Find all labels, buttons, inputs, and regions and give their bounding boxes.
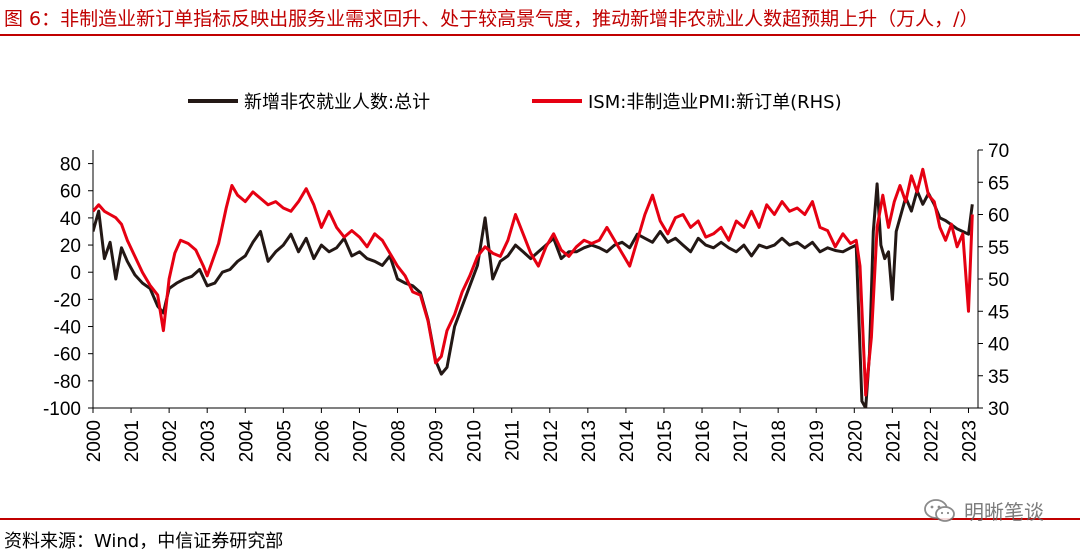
x-tick-label: 2020 (845, 420, 866, 462)
x-tick-label: 2006 (312, 420, 333, 462)
watermark: 明晰笔谈 (924, 496, 1044, 525)
x-tick-label: 2010 (465, 420, 486, 462)
x-tick-label: 2021 (883, 420, 904, 462)
legend: 新增非农就业人数:总计 ISM:非制造业PMI:新订单(RHS) (188, 92, 842, 113)
y-right-tick-label: 30 (988, 399, 1009, 420)
chart: 新增非农就业人数:总计 ISM:非制造业PMI:新订单(RHS) -100 -80… (43, 92, 1009, 462)
y-right-tick-label: 65 (988, 173, 1009, 194)
x-tick-label: 2019 (807, 420, 828, 462)
source-note: 资料来源：Wind，中信证券研究部 (4, 531, 284, 552)
x-tick-label: 2018 (769, 420, 790, 462)
x-tick-label: 2023 (959, 420, 980, 462)
legend-label-primary: 新增非农就业人数:总计 (244, 92, 430, 113)
y-left-tick-label: 40 (60, 209, 81, 230)
x-tick-label: 2009 (427, 420, 448, 462)
x-tick-label: 2014 (617, 420, 638, 463)
x-tick-label: 2011 (503, 420, 524, 461)
y-left-tick-label: -60 (54, 345, 81, 366)
x-tick-label: 2015 (655, 420, 676, 462)
y-right-tick-label: 45 (988, 302, 1009, 323)
y-left-tick-label: -40 (54, 318, 81, 339)
x-tick-label: 2002 (160, 420, 181, 462)
y-left-tick-label: -80 (54, 372, 81, 393)
x-tick-label: 2004 (236, 420, 257, 463)
y-right-tick-label: 55 (988, 238, 1009, 259)
y-left-tick-label: 80 (60, 155, 81, 176)
plot-area: -100 -80 -60 -40 -20 0 20 40 60 80 30 35 40 45 50 55 60 6… (43, 141, 1009, 462)
bottom-rule (0, 518, 1080, 520)
y-left-tick-label: 60 (60, 182, 81, 203)
y-left-tick-label: 20 (60, 236, 81, 257)
y-right-tick-label: 60 (988, 206, 1009, 227)
y-right-tick-label: 40 (988, 335, 1009, 356)
watermark-text: 明晰笔谈 (964, 500, 1044, 524)
x-tick-label: 2005 (274, 420, 295, 462)
x-tick-label: 2012 (541, 420, 562, 462)
y-left-tick-label: 0 (70, 263, 81, 284)
x-tick-label: 2001 (122, 420, 143, 462)
y-right-tick-label: 50 (988, 270, 1009, 291)
y-right-tick-label: 70 (988, 141, 1009, 162)
y-left-tick-label: -20 (54, 290, 81, 311)
legend-label-secondary: ISM:非制造业PMI:新订单(RHS) (588, 92, 842, 113)
x-tick-label: 2007 (350, 420, 371, 462)
x-tick-label: 2016 (693, 420, 714, 462)
y-right-tick-label: 35 (988, 367, 1009, 388)
x-tick-label: 2022 (921, 420, 942, 462)
x-tick-label: 2000 (84, 420, 105, 462)
figure-title: 图 6：非制造业新订单指标反映出服务业需求回升、处于较高景气度，推动新增非农就业… (4, 8, 979, 30)
series-line-ism-neworders (93, 167, 974, 397)
x-tick-label: 2003 (198, 420, 219, 462)
x-tick-label: 2013 (579, 420, 600, 462)
x-tick-label: 2017 (731, 420, 752, 462)
wechat-icon (924, 498, 955, 522)
top-rule (0, 34, 1080, 36)
x-tick-label: 2008 (389, 420, 410, 462)
y-left-tick-label: -100 (43, 399, 81, 420)
